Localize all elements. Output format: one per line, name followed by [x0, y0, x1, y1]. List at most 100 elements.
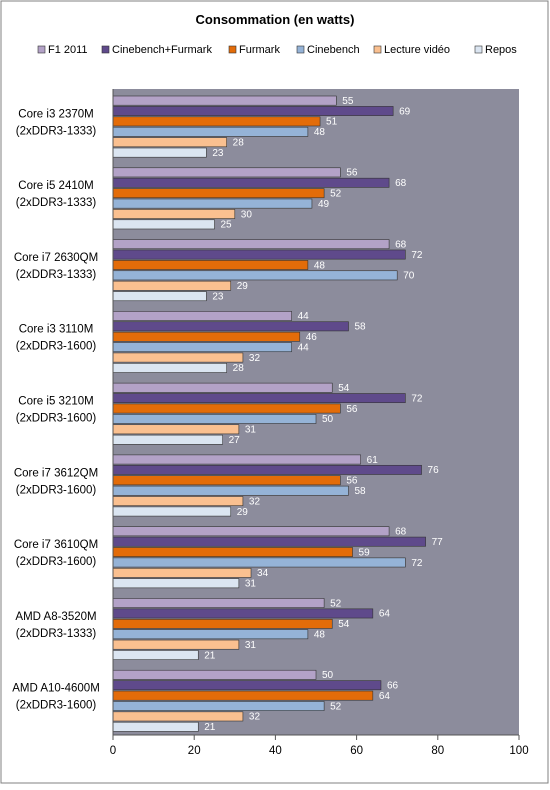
bar — [112, 167, 341, 178]
category-label: Core i5 2410M — [18, 180, 93, 192]
data-label: 30 — [241, 209, 253, 220]
bar — [112, 147, 207, 158]
data-label: 48 — [314, 630, 326, 641]
bar — [112, 363, 227, 373]
category-label: Core i3 3110M — [19, 324, 94, 336]
bar — [112, 342, 292, 353]
data-label: 70 — [403, 271, 415, 282]
bar — [112, 629, 309, 640]
bar — [112, 126, 309, 137]
data-label: 46 — [306, 332, 318, 343]
bar — [112, 280, 232, 291]
bar — [112, 669, 317, 680]
bar — [112, 711, 244, 722]
data-label: 32 — [249, 353, 261, 364]
legend-label: Furmark — [239, 44, 280, 56]
data-label: 31 — [245, 425, 257, 436]
bar — [112, 496, 244, 506]
data-label: 72 — [411, 393, 423, 404]
legend-swatch — [373, 45, 382, 54]
bar — [112, 239, 390, 250]
category-label: (2xDDR3-1600) — [16, 341, 97, 353]
bar — [112, 650, 199, 660]
bar — [112, 188, 325, 199]
bar — [112, 536, 426, 547]
category-label: AMD A8-3520M — [15, 611, 96, 623]
bar — [112, 690, 374, 701]
category-label: Core i7 3612QM — [14, 467, 98, 479]
category-label: (2xDDR3-1600) — [16, 484, 97, 496]
x-tick-label: 40 — [269, 745, 282, 757]
data-label: 69 — [399, 106, 411, 117]
category-label: (2xDDR3-1333) — [16, 125, 97, 137]
category-label: AMD A10-4600M — [12, 683, 100, 695]
bar — [112, 270, 398, 281]
bar — [112, 209, 236, 219]
bar — [112, 414, 317, 424]
bar — [112, 485, 349, 496]
legend-label: Cinebench — [307, 44, 360, 56]
bar — [112, 598, 325, 608]
data-label: 34 — [257, 568, 269, 579]
data-label: 29 — [237, 507, 249, 518]
legend-label: F1 2011 — [48, 44, 88, 56]
bar — [112, 219, 215, 230]
bar — [112, 331, 301, 342]
data-label: 29 — [237, 281, 249, 292]
data-label: 52 — [330, 701, 342, 712]
bar — [112, 198, 313, 209]
legend: F1 2011 Cinebench+Furmark Furmark Cinebench… — [37, 44, 517, 56]
chart-title: Consommation (en watts) — [196, 12, 355, 27]
bar — [112, 382, 333, 393]
bar — [112, 639, 240, 650]
x-tick-label: 20 — [188, 745, 201, 757]
data-label: 44 — [298, 342, 310, 353]
x-axis: 0 20 40 60 80 100 — [110, 89, 529, 757]
data-label: 76 — [428, 465, 440, 476]
x-tick-label: 0 — [110, 745, 116, 757]
data-label: 23 — [212, 148, 224, 159]
data-label: 55 — [342, 96, 354, 107]
data-label: 49 — [318, 199, 330, 210]
data-label: 23 — [212, 291, 224, 302]
bar — [112, 311, 292, 321]
data-label: 31 — [245, 579, 257, 590]
legend-label: Lecture vidéo — [384, 44, 450, 56]
data-label: 32 — [249, 712, 261, 723]
bar — [112, 403, 341, 414]
data-label: 48 — [314, 127, 326, 138]
bar — [112, 701, 325, 711]
bar — [112, 177, 390, 188]
data-label: 56 — [346, 168, 358, 179]
data-label: 25 — [221, 220, 233, 231]
category-label: (2xDDR3-1333) — [16, 269, 97, 281]
category-label: (2xDDR3-1333) — [16, 197, 97, 209]
bar — [112, 116, 321, 127]
data-label: 54 — [338, 383, 350, 394]
bar — [112, 352, 244, 363]
legend-swatch — [228, 45, 237, 54]
data-label: 61 — [367, 455, 379, 466]
bar — [112, 424, 240, 435]
x-tick-label: 100 — [509, 745, 528, 757]
bar — [112, 567, 252, 578]
data-label: 52 — [330, 598, 342, 609]
bar — [112, 106, 394, 116]
data-label: 32 — [249, 496, 261, 507]
data-label: 27 — [229, 435, 241, 446]
category-label: Core i7 2630QM — [14, 252, 98, 264]
category-label: Core i7 3610QM — [14, 539, 98, 551]
data-label: 50 — [322, 414, 334, 425]
data-label: 64 — [379, 609, 391, 620]
data-label: 28 — [233, 138, 245, 149]
bar — [112, 321, 349, 332]
data-label: 50 — [322, 670, 334, 681]
data-label: 66 — [387, 681, 399, 692]
bar — [112, 475, 341, 486]
bar — [112, 137, 227, 148]
bar — [112, 557, 406, 568]
legend-swatch — [474, 45, 483, 54]
legend-swatch — [37, 45, 46, 54]
bar — [112, 393, 406, 404]
